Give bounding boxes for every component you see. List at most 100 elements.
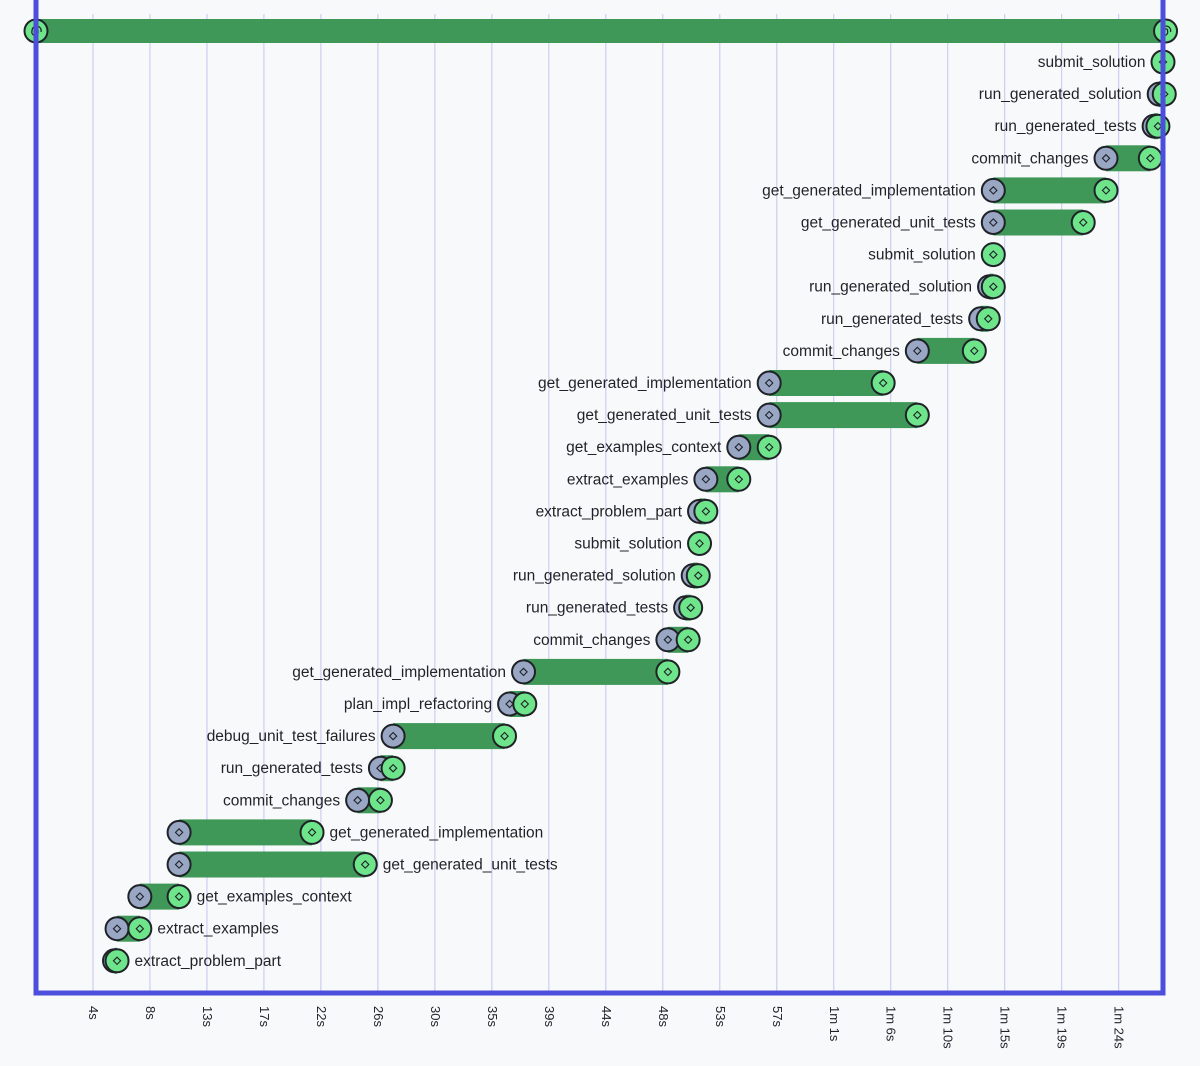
diamond-icon bbox=[878, 378, 888, 388]
span-row[interactable]: run_generated_solution bbox=[809, 273, 1006, 300]
span-start-marker[interactable] bbox=[904, 338, 930, 364]
span-end-marker[interactable] bbox=[975, 306, 1001, 332]
span-row[interactable]: run_generated_tests bbox=[526, 594, 704, 621]
span-end-marker[interactable] bbox=[352, 852, 378, 877]
span-start-marker[interactable] bbox=[166, 852, 192, 877]
span-row[interactable]: get_generated_implementation bbox=[292, 658, 681, 685]
span-row[interactable]: get_generated_unit_tests bbox=[801, 209, 1096, 236]
span-row[interactable]: run_generated_solution bbox=[979, 81, 1177, 108]
span-row[interactable]: run_generated_tests bbox=[821, 305, 1001, 332]
span-start-marker[interactable] bbox=[511, 659, 537, 685]
span-label: get_generated_implementation bbox=[292, 664, 506, 681]
span-end-marker[interactable] bbox=[512, 691, 538, 717]
span-row[interactable]: commit_changes bbox=[533, 626, 701, 653]
plot-frame bbox=[33, 0, 1166, 996]
span-start-marker[interactable] bbox=[726, 434, 752, 460]
span-start-marker[interactable] bbox=[127, 884, 153, 910]
span-end-marker[interactable] bbox=[904, 402, 930, 428]
span-row[interactable]: get_generated_unit_tests bbox=[166, 851, 558, 878]
span-row[interactable]: commit_changes bbox=[223, 787, 393, 814]
span-row[interactable]: submit_solution bbox=[868, 242, 1006, 268]
span-end-marker[interactable] bbox=[380, 755, 406, 781]
span-end-marker[interactable] bbox=[693, 498, 719, 524]
span-bar[interactable] bbox=[769, 402, 918, 429]
span-end-marker[interactable] bbox=[961, 338, 987, 364]
span-end-marker[interactable] bbox=[870, 370, 896, 396]
span-end-marker[interactable] bbox=[980, 274, 1006, 300]
span-bars: submit_solutionrun_generated_solutionrun… bbox=[23, 18, 1179, 974]
span-start-marker[interactable] bbox=[756, 370, 782, 396]
span-end-marker[interactable] bbox=[367, 787, 393, 813]
span-row[interactable]: submit_solution bbox=[574, 531, 713, 556]
span-start-marker[interactable] bbox=[345, 787, 371, 813]
span-bar[interactable] bbox=[993, 177, 1107, 204]
span-end-marker[interactable] bbox=[1137, 145, 1163, 171]
span-row[interactable]: get_generated_implementation bbox=[762, 177, 1119, 204]
span-start-marker[interactable] bbox=[380, 723, 406, 749]
span-row[interactable]: get_generated_unit_tests bbox=[577, 402, 930, 429]
span-bar[interactable] bbox=[523, 658, 668, 685]
diamond-icon bbox=[988, 282, 998, 292]
span-start-marker[interactable] bbox=[980, 210, 1006, 235]
root-end-marker[interactable] bbox=[1153, 18, 1179, 44]
span-row[interactable]: extract_problem_part bbox=[536, 498, 719, 525]
span-row[interactable]: get_examples_context bbox=[127, 883, 352, 910]
root-span-bar[interactable] bbox=[36, 19, 1166, 43]
span-end-marker[interactable] bbox=[655, 659, 681, 685]
x-tick-label: 1m 19s bbox=[1055, 1006, 1070, 1049]
span-end-marker[interactable] bbox=[726, 466, 752, 492]
span-bar[interactable] bbox=[393, 723, 505, 750]
span-end-marker[interactable] bbox=[1145, 113, 1171, 139]
x-tick-label: 1m 10s bbox=[941, 1006, 956, 1049]
span-end-marker[interactable] bbox=[1070, 210, 1096, 235]
span-end-marker[interactable] bbox=[687, 531, 713, 556]
span-bar[interactable] bbox=[769, 370, 884, 396]
span-start-marker[interactable] bbox=[693, 466, 719, 492]
span-bar[interactable] bbox=[993, 209, 1084, 236]
span-label: extract_examples bbox=[567, 471, 689, 488]
span-row[interactable]: get_generated_implementation bbox=[538, 370, 896, 396]
span-start-marker[interactable] bbox=[166, 819, 192, 845]
span-row[interactable]: commit_changes bbox=[971, 145, 1163, 172]
diamond-icon bbox=[376, 795, 385, 805]
span-label: get_generated_implementation bbox=[762, 182, 976, 199]
span-end-marker[interactable] bbox=[166, 884, 192, 910]
span-start-marker[interactable] bbox=[756, 402, 782, 428]
span-row[interactable]: plan_impl_refactoring bbox=[344, 691, 538, 717]
x-tick-label: 39s bbox=[542, 1006, 557, 1027]
span-end-marker[interactable] bbox=[127, 916, 153, 942]
span-end-marker[interactable] bbox=[678, 595, 704, 621]
x-tick-label: 57s bbox=[770, 1006, 785, 1027]
span-row[interactable]: extract_examples bbox=[104, 915, 280, 942]
span-end-marker[interactable] bbox=[685, 563, 711, 589]
span-bar[interactable] bbox=[179, 851, 366, 878]
x-tick-label: 13s bbox=[200, 1006, 215, 1027]
span-label: get_examples_context bbox=[566, 439, 722, 456]
span-end-marker[interactable] bbox=[492, 723, 518, 749]
span-start-marker[interactable] bbox=[104, 916, 130, 942]
span-row[interactable]: run_generated_tests bbox=[221, 755, 406, 782]
x-tick-label: 8s bbox=[143, 1006, 158, 1020]
span-row[interactable]: submit_solution bbox=[1038, 49, 1176, 75]
span-start-marker[interactable] bbox=[980, 177, 1006, 203]
span-row[interactable]: get_examples_context bbox=[566, 434, 782, 461]
diamond-icon bbox=[988, 250, 998, 259]
span-row[interactable]: debug_unit_test_failures bbox=[207, 723, 518, 750]
x-tick-label: 1m 1s bbox=[827, 1006, 842, 1042]
span-end-marker[interactable] bbox=[1093, 177, 1119, 203]
span-end-marker[interactable] bbox=[980, 242, 1006, 268]
span-row[interactable]: get_generated_implementation bbox=[166, 819, 544, 846]
span-end-marker[interactable] bbox=[104, 948, 130, 974]
span-row[interactable]: run_generated_solution bbox=[513, 562, 711, 589]
span-row[interactable]: commit_changes bbox=[783, 337, 987, 364]
span-end-marker[interactable] bbox=[756, 434, 782, 460]
diamond-icon bbox=[983, 314, 993, 324]
span-end-marker[interactable] bbox=[299, 819, 325, 845]
span-row[interactable]: run_generated_tests bbox=[994, 113, 1171, 140]
span-row[interactable]: extract_problem_part bbox=[102, 947, 282, 974]
span-start-marker[interactable] bbox=[1093, 145, 1119, 171]
span-row[interactable]: extract_examples bbox=[567, 466, 752, 493]
span-end-marker[interactable] bbox=[675, 627, 701, 653]
span-bar[interactable] bbox=[179, 819, 313, 846]
diamond-icon bbox=[988, 186, 998, 195]
